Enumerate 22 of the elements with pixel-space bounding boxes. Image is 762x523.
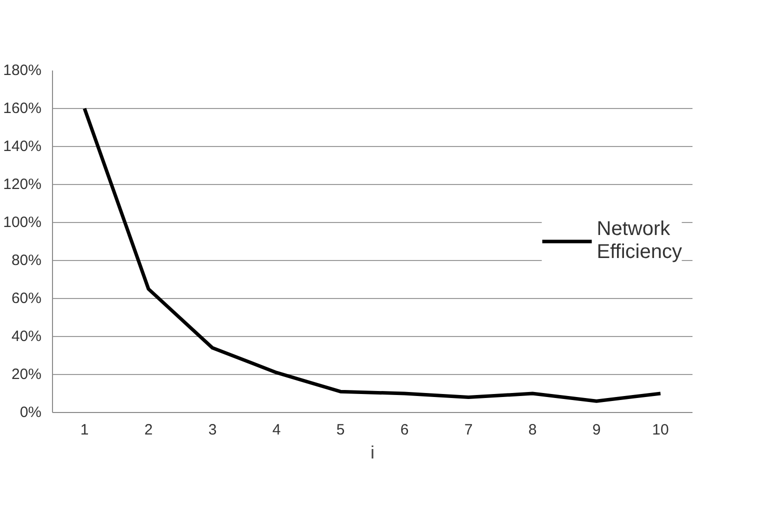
x-tick-label: 5 <box>336 422 345 438</box>
x-tick-label: 9 <box>592 422 601 438</box>
y-tick-label: 100% <box>3 214 42 231</box>
x-tick-label: 10 <box>652 422 669 438</box>
y-tick-label: 160% <box>3 100 42 117</box>
y-tick-label: 120% <box>3 176 42 193</box>
x-axis-title: i <box>370 442 374 462</box>
x-tick-label: 1 <box>80 422 89 438</box>
legend-label: Network Efficiency <box>596 218 682 264</box>
y-tick-label: 140% <box>3 138 42 155</box>
x-tick-label: 2 <box>144 422 153 438</box>
x-tick-label: 7 <box>464 422 473 438</box>
y-tick-label: 60% <box>11 290 42 307</box>
x-tick-label: 4 <box>272 422 281 438</box>
y-tick-label: 80% <box>11 252 42 269</box>
y-tick-label: 20% <box>11 366 42 383</box>
y-tick-label: 40% <box>11 328 42 345</box>
x-tick-label: 8 <box>528 422 537 438</box>
x-tick-label: 6 <box>400 422 409 438</box>
y-tick-label: 180% <box>3 62 42 79</box>
x-tick-label: 3 <box>208 422 217 438</box>
y-tick-label: 0% <box>20 404 42 421</box>
